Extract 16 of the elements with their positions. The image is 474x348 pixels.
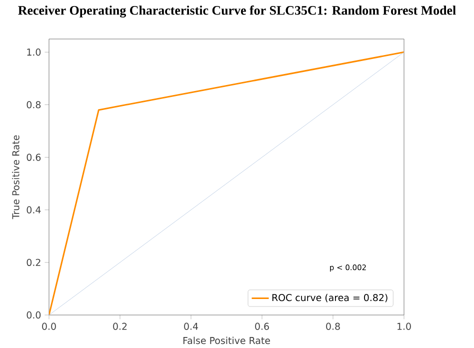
- y-tick-label: 0.8: [26, 101, 41, 108]
- x-tick-label: 0.8: [326, 322, 340, 330]
- x-tick-label: 0.4: [184, 322, 198, 330]
- y-tick-label: 1.0: [27, 48, 41, 56]
- y-tick-label: 0.6: [26, 154, 41, 161]
- y-tick-label: 0.0: [26, 311, 41, 319]
- x-tick-label: 0.6: [255, 322, 269, 330]
- y-tick-label: 0.2: [26, 258, 40, 266]
- y-tick-label: 0.4: [26, 206, 41, 214]
- x-tick-label: 0.2: [113, 322, 127, 330]
- x-tick-label: 0.0: [42, 322, 56, 330]
- chart-title: Receiver Operating Characteristic Curve for SLC35C1: Random Forest Model: [18, 6, 456, 18]
- x-axis-title: False Positive Rate: [183, 336, 270, 344]
- x-tick-label: 1.0: [398, 322, 411, 330]
- legend-label: ROC curve (area = 0.82): [272, 294, 388, 302]
- y-axis-title: True Positive Rate: [12, 135, 20, 220]
